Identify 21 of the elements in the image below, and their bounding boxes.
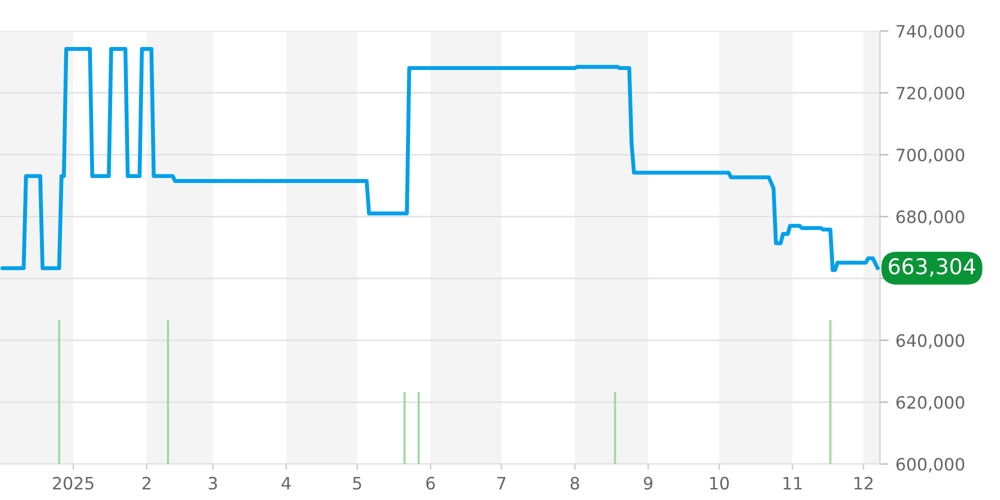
x-tick-label: 4 [282,477,291,490]
y-tick-label: 680,000 [896,210,964,225]
y-tick-label: 600,000 [896,458,964,472]
y-tick-label: 640,000 [896,334,964,349]
line-series [0,46,880,272]
x-tick-label: 7 [498,477,506,490]
y-tick-label: 620,000 [896,396,964,411]
annotation: 663,304 [888,258,976,277]
x-tick-label: 2 [142,476,150,490]
x-tick-label: 6 [426,476,435,490]
x-tick-label: 3 [208,476,217,490]
x-tick-label: 11 [784,477,802,490]
x-tick-label: 8 [570,476,580,490]
x-tick-label: 9 [644,476,652,490]
x-tick-label: 10 [710,476,729,490]
y-tick-label: 720,000 [896,86,964,102]
x-tick-label: 5 [353,477,362,490]
x-tick-label: 12 [854,476,873,490]
y-tick-label: 700,000 [896,148,964,164]
y-tick-label: 740,000 [896,24,964,40]
x-tick-label: 2025 [53,476,94,490]
